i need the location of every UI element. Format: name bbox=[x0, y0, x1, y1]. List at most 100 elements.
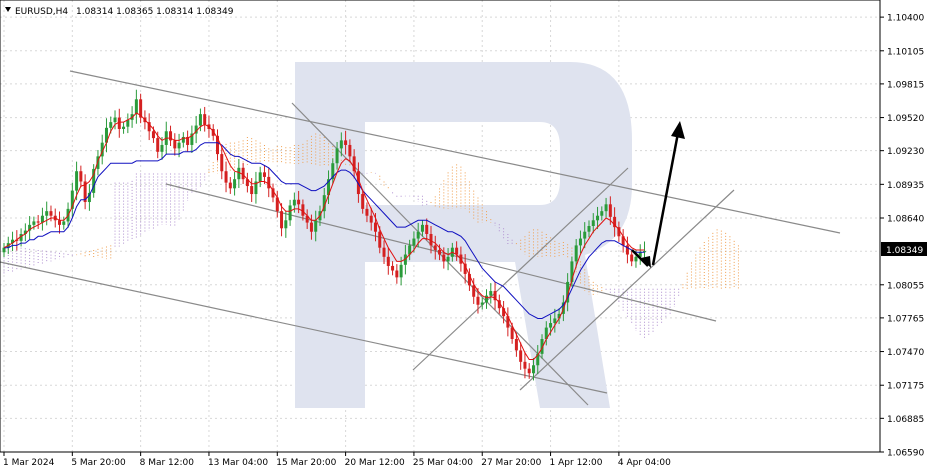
candle-body bbox=[365, 208, 369, 216]
candle-body bbox=[596, 215, 600, 221]
candle-body bbox=[489, 291, 493, 296]
candle-body bbox=[386, 256, 390, 266]
candle-body bbox=[96, 156, 100, 169]
candle-body bbox=[241, 167, 245, 180]
kijun-line bbox=[4, 142, 645, 319]
candle-body bbox=[531, 365, 535, 374]
candle-body bbox=[36, 221, 40, 223]
y-tick-label: 1.07175 bbox=[887, 382, 924, 392]
candle-body bbox=[399, 264, 403, 278]
tenkan-line bbox=[3, 112, 645, 360]
x-tick-label: 15 Mar 20:00 bbox=[276, 458, 336, 468]
candle-body bbox=[301, 204, 305, 216]
candle-body bbox=[79, 171, 83, 182]
candle-body bbox=[23, 230, 27, 234]
candle-body bbox=[160, 144, 164, 152]
candle-body bbox=[327, 179, 331, 196]
x-tick-label: 20 Mar 12:00 bbox=[345, 458, 405, 468]
y-tick-label: 1.09520 bbox=[887, 114, 924, 124]
candle-body bbox=[574, 245, 578, 262]
candle-body bbox=[134, 99, 138, 115]
candle-body bbox=[544, 327, 548, 339]
candle-body bbox=[352, 156, 356, 172]
price-label: 1.08349 bbox=[881, 242, 927, 256]
candle-body bbox=[467, 273, 471, 286]
candle-body bbox=[109, 122, 113, 128]
candle-body bbox=[275, 197, 279, 212]
price-axis[interactable]: 1.10400 1.10105 1.09815 1.09520 1.09230 1.089… bbox=[880, 14, 924, 459]
candle-body bbox=[177, 142, 181, 149]
y-tick-label: 1.10105 bbox=[887, 47, 924, 57]
candle-body bbox=[28, 224, 32, 231]
y-tick-label: 1.06885 bbox=[887, 415, 924, 425]
dropdown-triangle-icon[interactable] bbox=[5, 7, 11, 12]
candle-body bbox=[262, 172, 266, 177]
x-tick-label: 1 Apr 12:00 bbox=[550, 458, 603, 468]
candle-body bbox=[19, 233, 23, 241]
candle-body bbox=[181, 136, 185, 143]
candle-body bbox=[126, 119, 130, 127]
trendline bbox=[69, 70, 841, 234]
candle-body bbox=[280, 211, 284, 229]
x-tick-label: 4 Apr 04:00 bbox=[618, 458, 671, 468]
candle-body bbox=[625, 245, 629, 255]
candle-body bbox=[442, 254, 446, 262]
candle-body bbox=[49, 211, 53, 216]
x-tick-label: 1 Mar 2024 bbox=[3, 458, 55, 468]
candle-body bbox=[476, 296, 480, 305]
candle-body bbox=[11, 239, 15, 244]
candle-body bbox=[497, 300, 501, 309]
x-tick-label: 5 Mar 20:00 bbox=[71, 458, 126, 468]
candle-body bbox=[540, 339, 544, 354]
candle-body bbox=[493, 291, 497, 301]
candle-body bbox=[173, 140, 177, 149]
candles bbox=[2, 89, 646, 381]
candle-body bbox=[203, 114, 207, 125]
x-tick-label: 25 Mar 04:00 bbox=[413, 458, 473, 468]
candle-body bbox=[228, 182, 232, 189]
candle-body bbox=[258, 172, 262, 182]
candle-body bbox=[395, 270, 399, 278]
candle-body bbox=[117, 117, 121, 129]
candle-body bbox=[151, 131, 155, 139]
candle-body bbox=[378, 231, 382, 248]
candle-body bbox=[429, 233, 433, 246]
candle-body bbox=[578, 238, 582, 246]
candle-body bbox=[147, 122, 151, 132]
candle-body bbox=[309, 222, 313, 232]
candle-body bbox=[237, 167, 241, 180]
candle-body bbox=[250, 186, 254, 195]
candle-body bbox=[104, 127, 108, 143]
trendline bbox=[0, 261, 608, 394]
trendline bbox=[412, 167, 629, 371]
candle-body bbox=[638, 252, 642, 257]
y-tick-label: 1.08935 bbox=[887, 181, 924, 191]
candle-body bbox=[32, 221, 36, 225]
candle-body bbox=[356, 171, 360, 195]
candle-body bbox=[45, 211, 49, 216]
candle-body bbox=[271, 188, 275, 198]
candle-body bbox=[211, 128, 215, 136]
candle-body bbox=[331, 163, 335, 180]
candle-body bbox=[335, 148, 339, 164]
candle-body bbox=[510, 327, 514, 339]
y-tick-label: 1.07765 bbox=[887, 314, 924, 324]
time-axis[interactable]: 1 Mar 2024 5 Mar 20:00 8 Mar 12:00 13 Mar 0… bbox=[3, 452, 671, 468]
forecast-arrow-down bbox=[631, 249, 649, 267]
candle-body bbox=[267, 176, 271, 189]
candle-body bbox=[621, 236, 625, 246]
candle-body bbox=[194, 125, 198, 134]
candle-body bbox=[361, 194, 365, 209]
candle-body bbox=[446, 256, 450, 262]
candle-body bbox=[348, 144, 352, 157]
candle-body bbox=[190, 133, 194, 145]
candle-body bbox=[233, 179, 237, 189]
candle-body bbox=[369, 215, 373, 223]
candle-body bbox=[420, 224, 424, 232]
symbol-label: EURUSD,H4 bbox=[15, 7, 68, 17]
candle-body bbox=[100, 142, 104, 157]
candle-body bbox=[224, 171, 228, 183]
x-tick-label: 8 Mar 12:00 bbox=[140, 458, 195, 468]
